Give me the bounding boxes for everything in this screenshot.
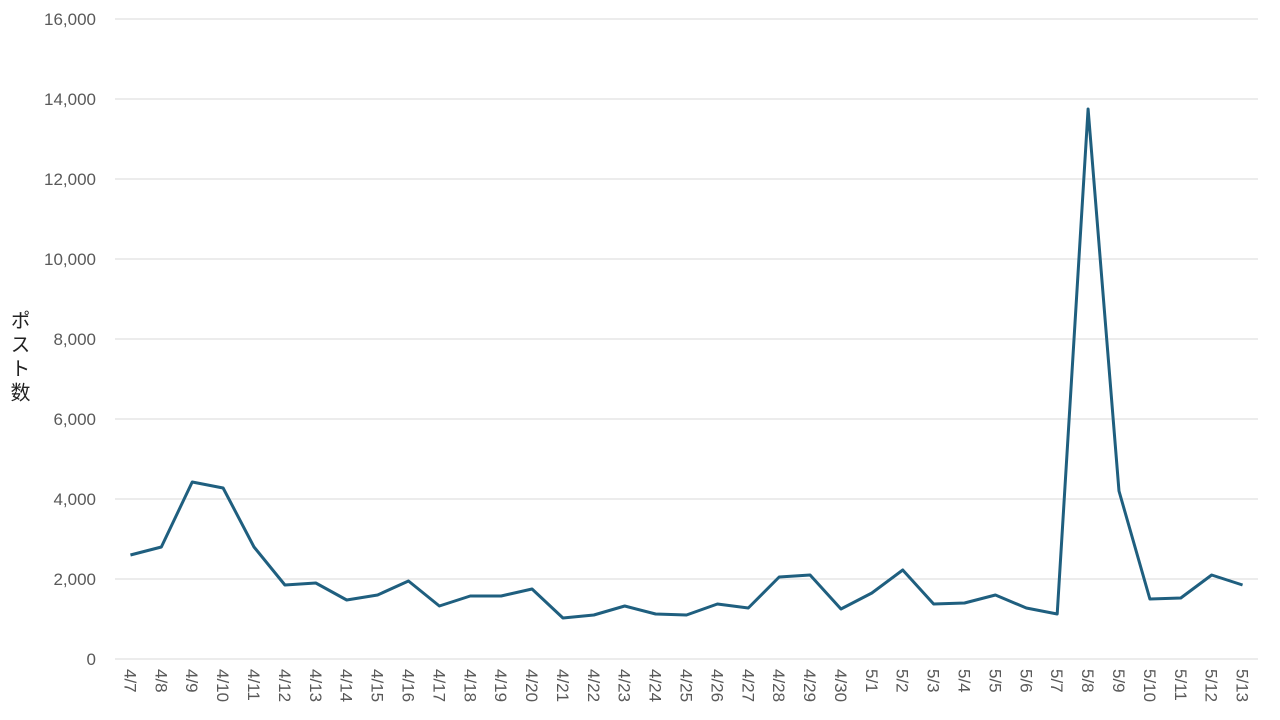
x-tick-label: 4/8 (151, 669, 170, 693)
y-tick-label: 14,000 (44, 90, 96, 109)
x-tick-label: 5/12 (1202, 669, 1221, 702)
x-tick-label: 4/13 (306, 669, 325, 702)
x-tick-label: 4/10 (213, 669, 232, 702)
x-tick-label: 4/18 (460, 669, 479, 702)
x-tick-label: 4/9 (182, 669, 201, 693)
y-tick-label: 10,000 (44, 250, 96, 269)
x-tick-label: 4/25 (677, 669, 696, 702)
x-tick-label: 5/10 (1140, 669, 1159, 702)
x-tick-label: 4/12 (275, 669, 294, 702)
x-tick-label: 5/7 (1047, 669, 1066, 693)
x-tick-label: 4/19 (491, 669, 510, 702)
x-tick-label: 5/13 (1233, 669, 1252, 702)
x-tick-label: 5/11 (1171, 669, 1190, 701)
y-tick-label: 0 (87, 650, 96, 669)
y-tick-label: 12,000 (44, 170, 96, 189)
x-tick-label: 4/21 (553, 669, 572, 702)
x-tick-label: 4/26 (707, 669, 726, 702)
x-tick-label: 4/22 (584, 669, 603, 702)
x-tick-label: 4/27 (738, 669, 757, 702)
x-tick-label: 4/30 (831, 669, 850, 702)
x-tick-label: 5/1 (862, 669, 881, 693)
x-tick-label: 4/29 (800, 669, 819, 702)
x-tick-label: 4/17 (429, 669, 448, 702)
y-tick-label: 6,000 (53, 410, 96, 429)
x-tick-label: 4/16 (398, 669, 417, 702)
x-tick-label: 5/6 (1016, 669, 1035, 693)
y-tick-label: 8,000 (53, 330, 96, 349)
x-tick-label: 4/24 (646, 669, 665, 702)
x-tick-label: 5/4 (955, 669, 974, 693)
x-tick-label: 4/11 (244, 669, 263, 701)
x-tick-label: 5/5 (985, 669, 1004, 693)
x-tick-label: 4/14 (337, 669, 356, 702)
data-line (130, 107, 1244, 620)
x-tick-label: 4/15 (368, 669, 387, 702)
x-tick-label: 4/7 (120, 669, 139, 693)
x-tick-label: 5/3 (924, 669, 943, 693)
y-tick-label: 2,000 (53, 570, 96, 589)
x-tick-label: 4/23 (615, 669, 634, 702)
y-tick-label: 4,000 (53, 490, 96, 509)
y-tick-label: 16,000 (44, 10, 96, 29)
y-axis-title: ポスト数 (7, 310, 30, 406)
x-tick-label: 5/2 (893, 669, 912, 693)
x-tick-label: 5/8 (1078, 669, 1097, 693)
x-tick-label: 4/20 (522, 669, 541, 702)
x-tick-label: 5/9 (1109, 669, 1128, 693)
x-tick-label: 4/28 (769, 669, 788, 702)
